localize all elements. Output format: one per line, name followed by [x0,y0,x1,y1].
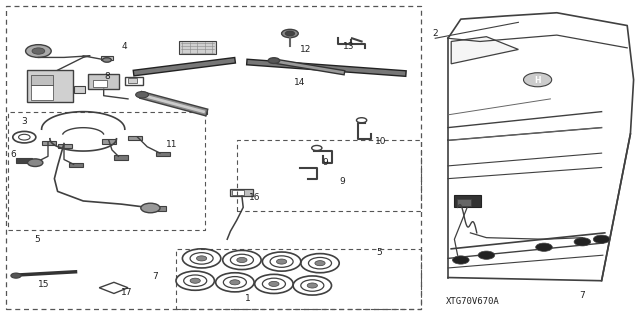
Bar [69,163,83,167]
Circle shape [26,45,51,57]
Bar [101,56,113,60]
Circle shape [141,203,160,213]
Bar [179,41,216,54]
Circle shape [102,58,111,62]
Circle shape [574,238,591,246]
Circle shape [230,280,240,285]
Circle shape [268,58,280,63]
Circle shape [19,134,30,140]
Text: 6: 6 [10,150,15,159]
Text: 9: 9 [323,158,328,167]
Circle shape [282,29,298,38]
Bar [454,195,481,207]
Bar [201,109,207,114]
Text: 1: 1 [246,294,251,303]
Text: 7: 7 [153,272,158,281]
Bar [93,80,107,87]
Circle shape [276,259,287,264]
Text: XTG70V670A: XTG70V670A [445,297,499,306]
Text: H: H [534,76,541,85]
Bar [102,139,116,144]
Bar [156,152,170,156]
Circle shape [196,256,207,261]
Bar [128,136,142,140]
Text: 4: 4 [122,42,127,51]
Bar [128,78,137,83]
Bar [125,77,143,85]
Text: 11: 11 [166,140,177,149]
Bar [74,86,85,93]
Circle shape [536,243,552,251]
Bar [88,74,119,89]
Bar [27,70,73,102]
Bar [114,155,128,160]
Text: 16: 16 [249,193,260,202]
Bar [457,199,471,206]
Text: 17: 17 [121,288,132,297]
Circle shape [28,159,43,167]
Text: 2: 2 [433,29,438,38]
Circle shape [307,283,317,288]
Circle shape [524,73,552,87]
Text: 3: 3 [22,117,27,126]
Circle shape [269,281,279,286]
Text: 8: 8 [105,72,110,81]
Text: 12: 12 [300,45,312,54]
Bar [16,158,32,163]
Bar [232,190,244,195]
Circle shape [32,48,45,54]
Circle shape [190,278,200,283]
Bar [31,75,53,85]
Circle shape [478,251,495,259]
Text: 7: 7 [580,291,585,300]
Bar [31,85,53,100]
Text: 15: 15 [38,280,49,289]
Text: 9: 9 [340,177,345,186]
Text: 14: 14 [294,78,305,87]
Text: 5: 5 [35,235,40,244]
Text: 5: 5 [376,248,381,256]
Circle shape [136,92,148,98]
Text: 10: 10 [375,137,387,146]
Bar [58,144,72,148]
Circle shape [285,31,294,36]
Bar [42,141,56,145]
Circle shape [593,235,610,243]
Text: 13: 13 [343,42,355,51]
Circle shape [11,273,21,278]
Bar [154,206,166,211]
Circle shape [452,256,469,264]
Circle shape [237,257,247,263]
Bar [230,189,253,196]
Polygon shape [451,37,518,64]
Circle shape [315,261,325,266]
